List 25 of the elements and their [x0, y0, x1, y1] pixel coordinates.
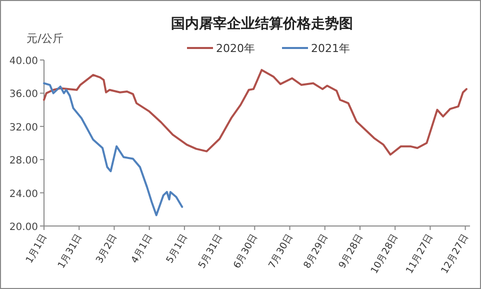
- x-tick-label: 9月28日: [336, 232, 366, 271]
- x-tick-label: 1月31日: [56, 232, 85, 271]
- x-tick-label: 12月27日: [439, 232, 471, 276]
- line-series: [43, 68, 468, 156]
- y-tick-label: 20.00: [9, 222, 38, 233]
- y-tick-label: 24.00: [9, 188, 38, 200]
- x-tick-label: 5月1日: [164, 232, 190, 266]
- y-axis-title: 元/公斤: [26, 32, 64, 45]
- x-tick-label: 7月30日: [266, 232, 296, 271]
- x-tick-label: 8月29日: [302, 232, 330, 271]
- y-tick-label: 36.00: [9, 89, 38, 100]
- y-tick-label: 28.00: [9, 156, 38, 167]
- x-tick-label: 10月28日: [369, 232, 401, 276]
- y-tick-label: 32.00: [9, 122, 38, 134]
- x-tick-label: 3月2日: [94, 232, 120, 266]
- x-tick-label: 6月30日: [232, 232, 260, 271]
- x-tick-label: 1月1日: [24, 232, 50, 266]
- line-series: [43, 82, 184, 216]
- y-tick-label: 40.00: [9, 56, 38, 67]
- legend-label: 2021年: [311, 42, 350, 55]
- legend-label: 2020年: [216, 42, 255, 55]
- x-tick-label: 11月27日: [404, 232, 436, 276]
- chart-title: 国内屠宰企业结算价格走势图: [171, 15, 353, 32]
- x-tick-label: 5月31日: [196, 232, 226, 271]
- x-tick-label: 4月1日: [129, 232, 155, 266]
